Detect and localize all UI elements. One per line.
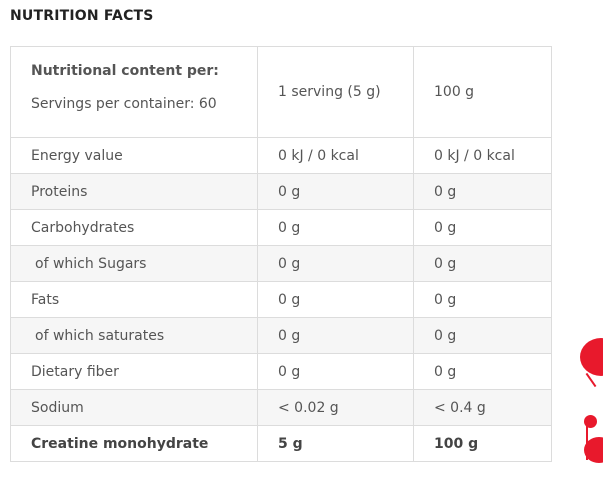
nutrient-per-100g: 0 g — [413, 245, 552, 282]
decorative-red-line-2 — [586, 426, 588, 460]
nutrient-per-serving: < 0.02 g — [257, 389, 414, 426]
table-row: Creatine monohydrate 5 g 100 g — [10, 425, 552, 462]
table-header-row: Nutritional content per: Servings per co… — [10, 46, 552, 138]
header-serving-column: 1 serving (5 g) — [257, 46, 414, 138]
decorative-red-circle-small — [584, 437, 603, 463]
nutrient-name: Energy value — [10, 137, 258, 174]
nutrient-per-100g: 0 g — [413, 173, 552, 210]
section-title: NUTRITION FACTS — [10, 8, 154, 24]
nutrient-per-serving: 0 g — [257, 317, 414, 354]
nutrient-per-100g: 0 g — [413, 281, 552, 318]
nutrient-per-serving: 5 g — [257, 425, 414, 462]
header-label-cell: Nutritional content per: Servings per co… — [10, 46, 258, 138]
nutrient-name: Carbohydrates — [10, 209, 258, 246]
table-row: Sodium < 0.02 g < 0.4 g — [10, 389, 552, 426]
nutrient-name: of which saturates — [10, 317, 258, 354]
decorative-red-dot — [584, 415, 597, 428]
nutrient-name: Dietary fiber — [10, 353, 258, 390]
nutrient-name: Fats — [10, 281, 258, 318]
nutrient-per-100g: < 0.4 g — [413, 389, 552, 426]
nutrient-per-100g: 100 g — [413, 425, 552, 462]
servings-per-container: Servings per container: 60 — [31, 95, 217, 112]
nutrient-per-100g: 0 g — [413, 209, 552, 246]
nutrient-name: Proteins — [10, 173, 258, 210]
nutrient-per-100g: 0 g — [413, 317, 552, 354]
nutrient-per-serving: 0 kJ / 0 kcal — [257, 137, 414, 174]
table-row: Energy value 0 kJ / 0 kcal 0 kJ / 0 kcal — [10, 137, 552, 174]
nutrient-rows: Energy value 0 kJ / 0 kcal 0 kJ / 0 kcal Pr… — [10, 137, 552, 462]
nutrient-per-100g: 0 kJ / 0 kcal — [413, 137, 552, 174]
nutrient-name: Creatine monohydrate — [10, 425, 258, 462]
nutrient-per-serving: 0 g — [257, 281, 414, 318]
nutritional-content-label: Nutritional content per: — [31, 62, 219, 79]
nutrition-table: Nutritional content per: Servings per co… — [10, 46, 552, 462]
nutrient-per-serving: 0 g — [257, 173, 414, 210]
nutrient-per-serving: 0 g — [257, 245, 414, 282]
decorative-red-circle — [580, 338, 603, 376]
nutrient-per-100g: 0 g — [413, 353, 552, 390]
nutrient-name: of which Sugars — [10, 245, 258, 282]
nutrient-per-serving: 0 g — [257, 353, 414, 390]
nutrient-per-serving: 0 g — [257, 209, 414, 246]
nutrient-name: Sodium — [10, 389, 258, 426]
header-100g-column: 100 g — [413, 46, 552, 138]
